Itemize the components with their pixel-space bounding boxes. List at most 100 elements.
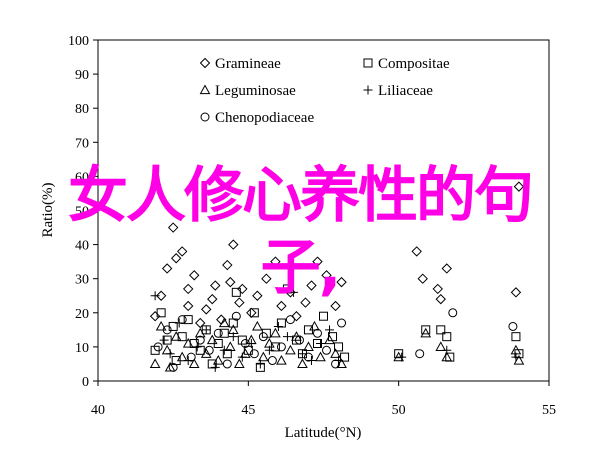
leguminosae-point (420, 327, 432, 338)
y-tick-label: 0 (82, 375, 89, 390)
compositae-point (249, 308, 259, 318)
gramineae-point (182, 300, 194, 312)
compositae-point (156, 308, 166, 318)
leguminosae-point (218, 317, 230, 328)
legend-marker-chenopodiaceae (200, 112, 210, 122)
chenopodiaceae-point (303, 352, 313, 362)
chenopodiaceae-point (276, 342, 286, 352)
y-tick-label: 10 (75, 341, 89, 356)
gramineae-point (207, 293, 218, 305)
compositae-point (394, 349, 404, 359)
gramineae-point (306, 280, 317, 291)
leguminosae-point (182, 337, 194, 348)
compositae-point (334, 342, 344, 352)
gramineae-point (149, 311, 161, 322)
chenopodiaceae-point (231, 311, 241, 321)
liliaceae-point (288, 287, 298, 297)
gramineae-point (510, 287, 522, 298)
gramineae-point (321, 270, 332, 281)
liliaceae-point (150, 291, 160, 301)
liliaceae-point (174, 318, 184, 328)
y-axis: 0 10 20 30 40 50 60 70 80 90 100 (68, 34, 98, 390)
compositae-point (150, 345, 160, 355)
gramineae-point (252, 290, 263, 301)
leguminosae-point (149, 358, 161, 369)
chenopodiaceae-point (240, 338, 250, 348)
y-tick-label: 80 (75, 102, 89, 117)
leguminosae-point (206, 334, 218, 345)
legend-label-gramineae: Gramineae (215, 56, 281, 72)
chenopodiaceae-point (249, 349, 259, 359)
liliaceae-point (315, 338, 325, 348)
compositae-point (195, 345, 205, 355)
legend-marker-gramineae (199, 57, 211, 69)
compositae-point (436, 325, 446, 335)
chenopodiaceae-point (222, 359, 232, 369)
liliaceae-point (442, 345, 452, 355)
chenopodiaceae-point (153, 342, 163, 352)
liliaceae-point (210, 362, 220, 372)
x-axis: 40 45 50 55 (91, 381, 556, 418)
leguminosae-point (170, 331, 182, 341)
compositae-point (237, 335, 247, 345)
gramineae-point (417, 273, 428, 284)
liliaceae-point (201, 325, 211, 335)
gramineae-point (189, 270, 200, 281)
chenopodiaceae-point (331, 359, 341, 369)
leguminosae-point (164, 361, 176, 372)
gramineae-point (270, 256, 281, 267)
compositae-point (511, 332, 521, 342)
leguminosae-point (276, 355, 287, 365)
leguminosae-point (324, 334, 335, 345)
x-tick-label: 40 (91, 403, 105, 418)
legend-marker-leguminosae (199, 84, 211, 95)
liliaceae-point (306, 356, 316, 366)
chenopodiaceae-point (213, 328, 223, 338)
leguminosae-point (270, 327, 281, 338)
leguminosae-point (435, 341, 447, 351)
compositae-point (282, 284, 292, 294)
leguminosae-point (233, 358, 245, 369)
x-axis-title: Latitude(°N) (285, 425, 362, 441)
chenopodiaceae-point (267, 356, 277, 366)
liliaceae-point (237, 352, 247, 362)
gramineae-point (210, 280, 221, 291)
leguminosae-point (513, 355, 525, 365)
chenopodiaceae-point (508, 321, 518, 331)
gramineae-point (312, 256, 323, 267)
liliaceae-point (511, 352, 521, 362)
gramineae-point (201, 304, 212, 315)
compositae-point (222, 349, 232, 359)
liliaceae-point (282, 332, 292, 342)
leguminosae-point (224, 341, 236, 351)
y-tick-label: 60 (75, 170, 89, 185)
gramineae-point (291, 311, 302, 322)
compositae-point (231, 287, 241, 297)
gramineae-point (176, 246, 188, 257)
leguminosae-point (258, 351, 269, 362)
y-tick-label: 20 (75, 307, 89, 322)
gramineae-point (225, 276, 236, 288)
liliaceae-point (273, 321, 283, 331)
liliaceae-point (183, 356, 193, 366)
gramineae-point (222, 259, 233, 271)
leguminosae-point (303, 341, 314, 351)
liliaceae-point (219, 345, 229, 355)
leguminosae-point (315, 351, 326, 362)
compositae-point (421, 325, 431, 335)
chenopodiaceae-point (294, 335, 304, 345)
compositae-point (340, 352, 350, 362)
legend: Gramineae Compositae Leguminosae Liliaceae C… (199, 56, 450, 126)
x-tick-label: 50 (392, 403, 406, 418)
legend-marker-compositae (363, 58, 373, 68)
leguminosae-point (297, 358, 308, 369)
chenopodiaceae-point (337, 318, 347, 328)
gramineae-point (336, 276, 347, 288)
y-tick-label: 100 (68, 34, 89, 49)
gramineae-point (228, 239, 239, 250)
y-tick-label: 30 (75, 273, 89, 288)
liliaceae-point (159, 335, 169, 345)
gramineae-point (300, 297, 311, 308)
chenopodiaceae-point (168, 362, 178, 372)
gramineae-point (432, 283, 443, 295)
